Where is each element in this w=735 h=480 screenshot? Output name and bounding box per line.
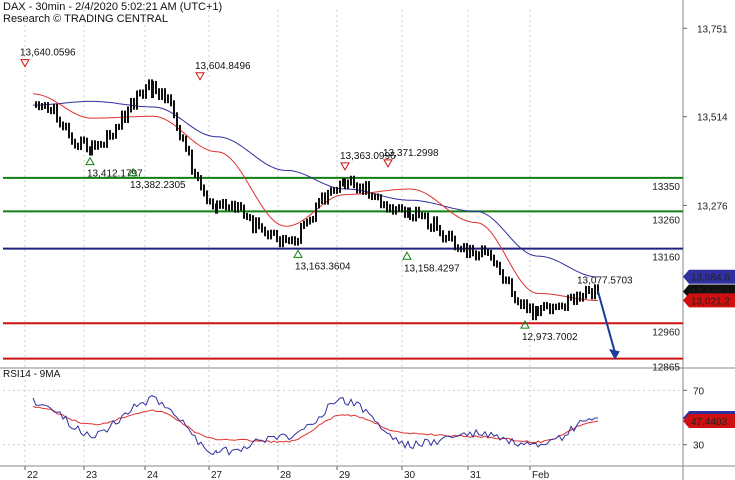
swing-low-marker	[293, 249, 303, 258]
projection-arrow-head	[609, 348, 620, 360]
swing-low-label: 12,973.7002	[522, 332, 578, 343]
swing-high-marker	[20, 59, 30, 68]
rsi-title: RSI14 - 9MA	[3, 369, 61, 380]
x-tick-label: 27	[211, 470, 223, 480]
y-tick-label: 13,514	[697, 113, 728, 124]
rsi-y-tick-label: 70	[693, 386, 705, 397]
swing-low-label: 13,163.3604	[295, 261, 351, 272]
price-tag-text: 13,021.2	[691, 296, 730, 307]
price-tag-text: 13,045.2	[691, 287, 730, 298]
price-tag-box	[683, 269, 735, 284]
ma-slow-line	[33, 100, 599, 278]
level-label-12960: 12960	[652, 327, 680, 338]
swing-low-label: 13,412.1797	[87, 169, 143, 180]
swing-high-label: 13,640.0596	[20, 48, 76, 59]
x-tick-label: 22	[27, 470, 39, 480]
swing-high-label: 13,604.8496	[195, 61, 251, 72]
chart-title: DAX - 30min - 2/4/2020 5:02:21 AM (UTC+1…	[3, 1, 223, 13]
swing-low-marker	[402, 251, 412, 260]
rsi-tag-box	[683, 413, 735, 428]
annotation-label: 13,077.5703	[577, 275, 633, 286]
level-label-13350: 13350	[652, 182, 680, 193]
level-label-13260: 13260	[652, 215, 680, 226]
swing-low-label: 13,382.2305	[130, 180, 186, 191]
rsi-tag-text: 47.4403	[691, 417, 728, 428]
rsi-line	[32, 394, 598, 456]
swing-low-label: 13,158.4297	[404, 263, 460, 274]
x-tick-label: Feb	[532, 470, 550, 480]
chart-source: Research © TRADING CENTRAL	[3, 13, 168, 25]
x-tick-label: 28	[280, 470, 292, 480]
swing-high-marker	[383, 159, 393, 168]
x-tick-label: 30	[404, 470, 416, 480]
swing-high-marker	[195, 72, 205, 81]
price-tag-text: 13,084.8	[691, 273, 730, 284]
level-label-12865: 12865	[652, 363, 680, 374]
y-tick-label: 13,276	[697, 201, 728, 212]
rsi-ma-line	[32, 406, 599, 444]
y-tick-label: 13,751	[697, 24, 728, 35]
x-tick-label: 24	[147, 470, 159, 480]
swing-low-marker	[128, 167, 138, 177]
level-label-13160: 13160	[652, 253, 680, 264]
swing-high-label: 13,371.2998	[383, 148, 439, 159]
x-tick-label: 31	[470, 470, 482, 480]
rsi-y-tick-label: 30	[693, 441, 705, 452]
swing-low-marker	[85, 156, 95, 166]
x-tick-label: 23	[86, 470, 98, 480]
swing-low-marker	[520, 320, 530, 329]
projection-arrow-shaft	[597, 291, 616, 353]
swing-high-label: 13,363.0996	[340, 151, 396, 162]
price-tag-box	[683, 293, 735, 308]
swing-high-marker	[340, 162, 350, 171]
x-tick-label: 29	[339, 470, 351, 480]
